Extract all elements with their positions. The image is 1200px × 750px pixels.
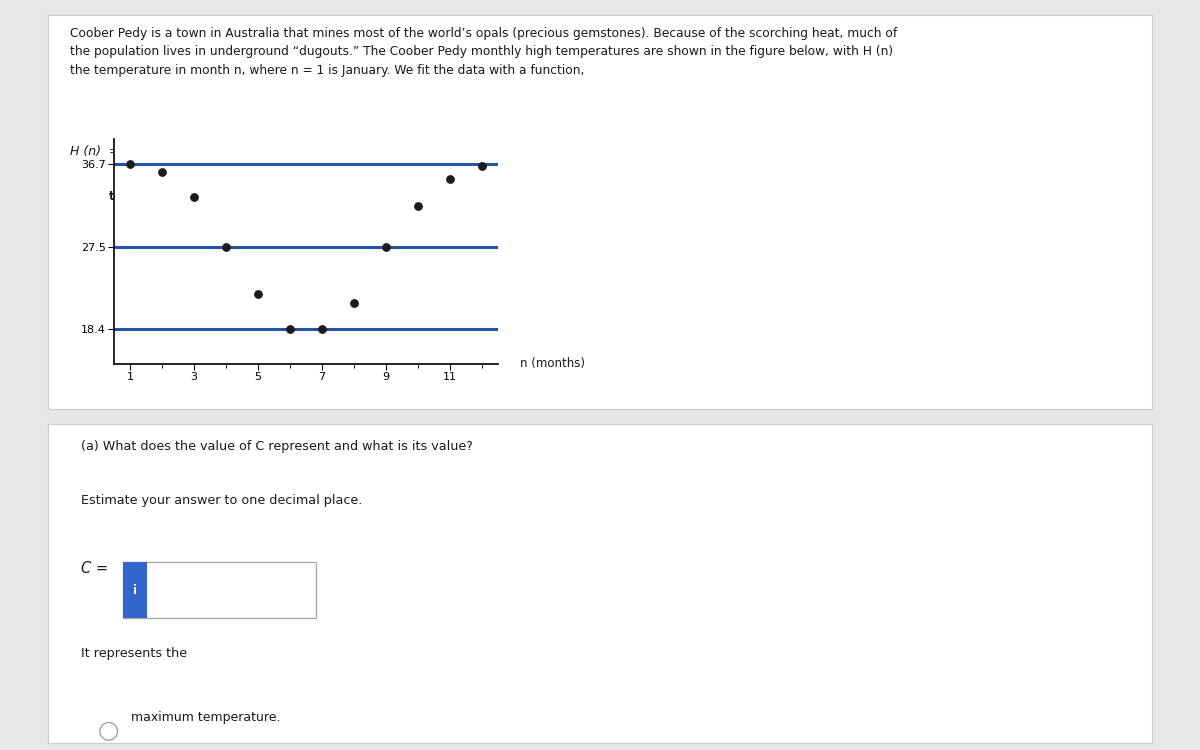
Text: C =: C = xyxy=(82,561,108,576)
Point xyxy=(216,241,235,253)
Text: H (n)  =  A cos(Bn) + C.: H (n) = A cos(Bn) + C. xyxy=(70,145,218,158)
Text: maximum temperature.: maximum temperature. xyxy=(131,711,281,724)
Text: temperature (°C): temperature (°C) xyxy=(109,190,222,203)
Point xyxy=(440,173,460,185)
Point xyxy=(281,322,300,334)
Text: Estimate your answer to one decimal place.: Estimate your answer to one decimal plac… xyxy=(82,494,362,507)
Text: n (months): n (months) xyxy=(521,357,586,370)
Text: (a) What does the value of C represent and what is its value?: (a) What does the value of C represent a… xyxy=(82,440,473,453)
Point xyxy=(185,191,204,203)
Point xyxy=(408,200,427,212)
Text: Coober Pedy is a town in Australia that mines most of the world’s opals (preciou: Coober Pedy is a town in Australia that … xyxy=(70,27,898,76)
Point xyxy=(312,322,331,334)
FancyBboxPatch shape xyxy=(124,562,317,618)
Point xyxy=(152,166,172,178)
Point xyxy=(344,298,364,310)
Point xyxy=(120,158,139,170)
Point xyxy=(377,241,396,253)
Text: i: i xyxy=(133,584,137,597)
FancyBboxPatch shape xyxy=(124,562,148,618)
Point xyxy=(473,160,492,172)
Point xyxy=(248,289,268,301)
Text: It represents the: It represents the xyxy=(82,646,187,660)
